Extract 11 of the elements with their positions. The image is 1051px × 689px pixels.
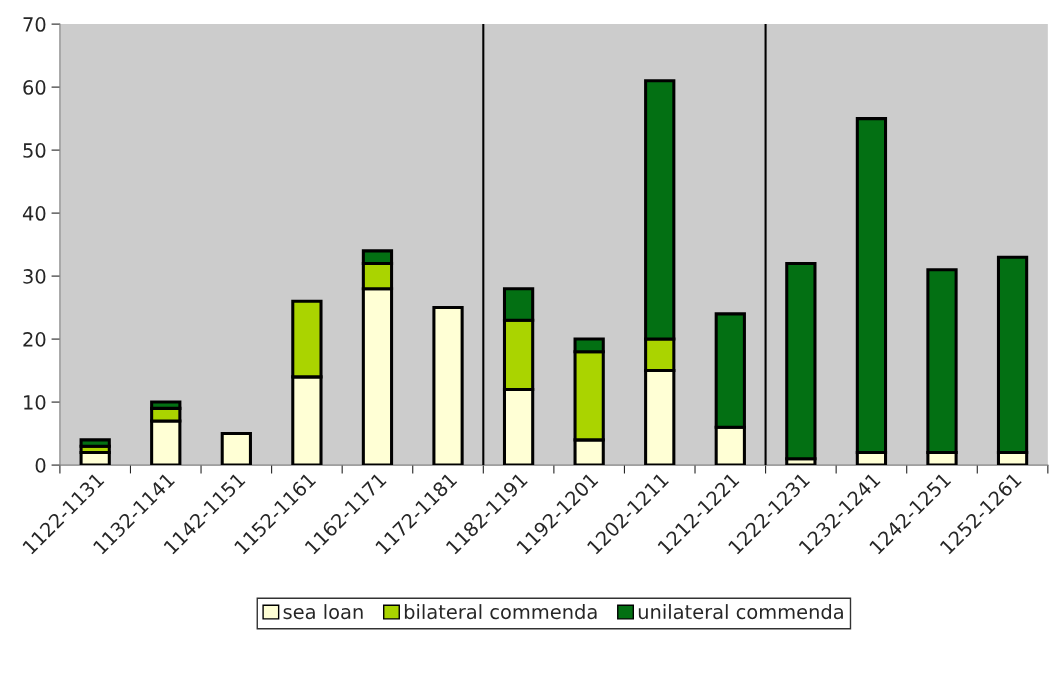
y-tick-label: 50 — [23, 143, 46, 158]
y-tick-label: 70 — [23, 17, 46, 32]
y-tick-label: 0 — [35, 458, 46, 473]
legend-label: unilateral commenda — [638, 604, 843, 620]
y-tick-label: 40 — [22, 206, 46, 221]
y-tick-label: 60 — [23, 80, 46, 95]
y-tick-label: 10 — [24, 395, 46, 410]
y-tick-label: 30 — [23, 269, 46, 284]
legend-label: sea loan — [283, 604, 363, 620]
y-tick-label: 20 — [23, 332, 46, 347]
legend-label: bilateral commenda — [404, 604, 597, 620]
